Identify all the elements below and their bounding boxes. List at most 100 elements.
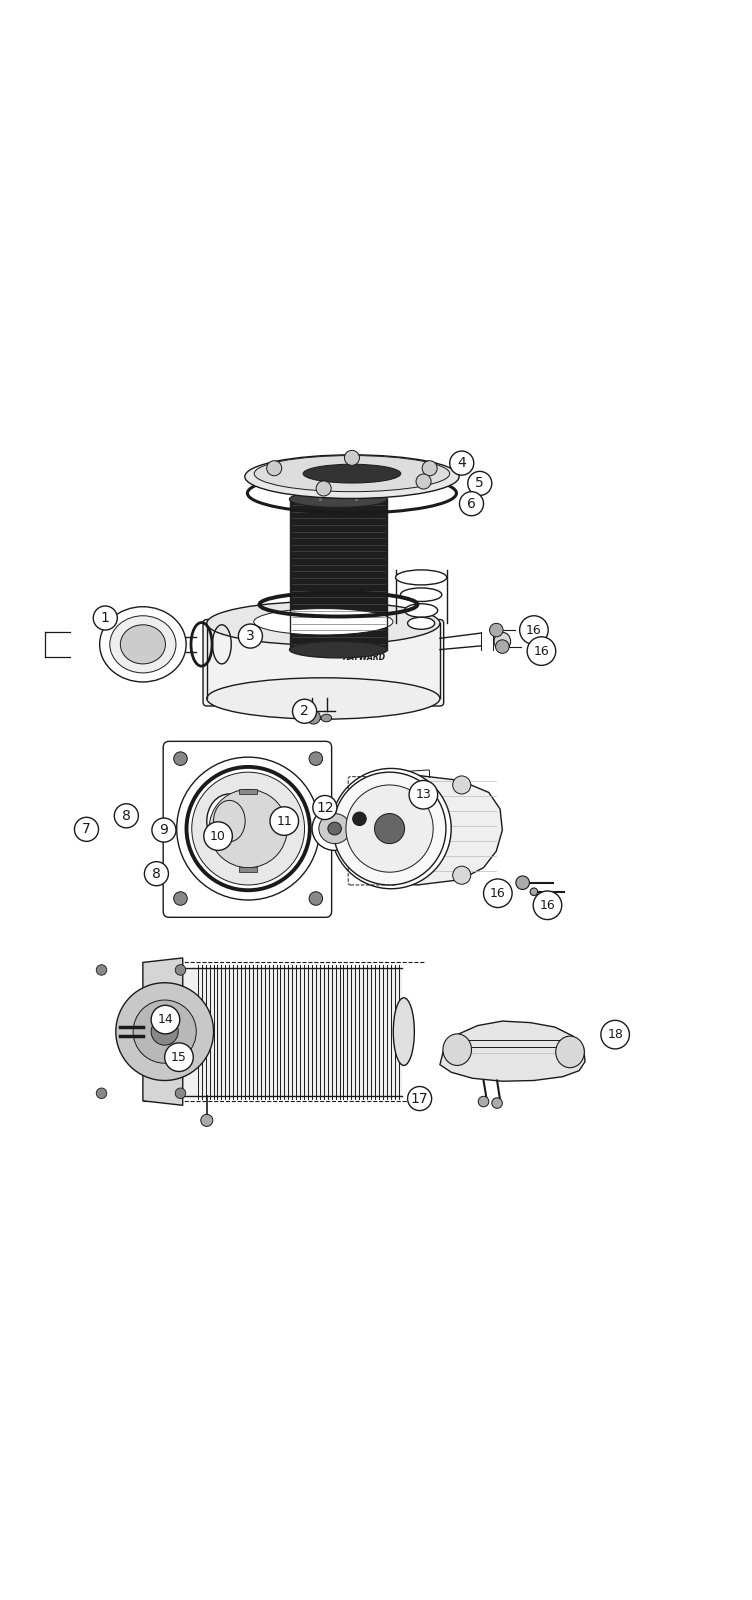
Circle shape bbox=[238, 624, 262, 648]
Ellipse shape bbox=[494, 632, 511, 650]
Ellipse shape bbox=[99, 606, 186, 682]
Text: 3: 3 bbox=[246, 629, 255, 643]
FancyBboxPatch shape bbox=[203, 619, 444, 706]
Circle shape bbox=[359, 862, 378, 880]
Circle shape bbox=[346, 786, 433, 872]
Circle shape bbox=[307, 710, 320, 725]
Circle shape bbox=[144, 862, 168, 886]
Circle shape bbox=[270, 806, 299, 835]
Polygon shape bbox=[143, 958, 183, 1106]
Circle shape bbox=[209, 789, 287, 867]
Ellipse shape bbox=[405, 603, 438, 618]
Circle shape bbox=[331, 768, 451, 888]
Text: 16: 16 bbox=[490, 886, 505, 899]
Text: 2: 2 bbox=[300, 704, 309, 718]
Text: HAYWARD: HAYWARD bbox=[343, 653, 387, 662]
Circle shape bbox=[192, 773, 305, 885]
Circle shape bbox=[374, 813, 405, 843]
Bar bbox=[239, 789, 257, 794]
Circle shape bbox=[468, 472, 492, 496]
Circle shape bbox=[74, 818, 99, 842]
Circle shape bbox=[309, 891, 323, 906]
Text: 12: 12 bbox=[316, 800, 334, 814]
Circle shape bbox=[520, 616, 548, 645]
Circle shape bbox=[309, 752, 323, 765]
Circle shape bbox=[478, 1096, 489, 1107]
Circle shape bbox=[316, 482, 331, 496]
Ellipse shape bbox=[290, 642, 387, 658]
Circle shape bbox=[492, 1098, 502, 1109]
Ellipse shape bbox=[214, 800, 245, 842]
Text: 16: 16 bbox=[526, 624, 541, 637]
Text: 7: 7 bbox=[82, 822, 91, 837]
Ellipse shape bbox=[556, 1037, 584, 1067]
Text: 18: 18 bbox=[607, 1029, 623, 1042]
Circle shape bbox=[344, 450, 359, 466]
Circle shape bbox=[453, 866, 471, 885]
Text: 4: 4 bbox=[457, 456, 466, 470]
Text: 9: 9 bbox=[159, 822, 168, 837]
Ellipse shape bbox=[207, 678, 440, 718]
Circle shape bbox=[174, 891, 187, 906]
Circle shape bbox=[114, 803, 138, 827]
Text: 10: 10 bbox=[210, 829, 226, 843]
Ellipse shape bbox=[290, 491, 387, 507]
Circle shape bbox=[293, 699, 317, 723]
Circle shape bbox=[409, 781, 438, 810]
Ellipse shape bbox=[401, 587, 442, 602]
Text: 13: 13 bbox=[416, 789, 431, 802]
Ellipse shape bbox=[328, 822, 341, 835]
Circle shape bbox=[359, 779, 378, 797]
Circle shape bbox=[408, 1086, 432, 1110]
Text: 6: 6 bbox=[467, 496, 476, 510]
Circle shape bbox=[353, 813, 366, 826]
Circle shape bbox=[177, 757, 320, 901]
FancyBboxPatch shape bbox=[163, 741, 332, 917]
Ellipse shape bbox=[443, 1034, 472, 1066]
Circle shape bbox=[267, 461, 282, 475]
Circle shape bbox=[516, 875, 529, 890]
Ellipse shape bbox=[254, 456, 450, 491]
Circle shape bbox=[175, 965, 186, 976]
Bar bbox=[290, 499, 387, 650]
Ellipse shape bbox=[393, 998, 414, 1066]
Ellipse shape bbox=[530, 888, 538, 896]
Circle shape bbox=[175, 1088, 186, 1099]
Circle shape bbox=[601, 1021, 629, 1050]
Circle shape bbox=[368, 806, 414, 851]
Circle shape bbox=[96, 965, 107, 976]
Ellipse shape bbox=[396, 570, 447, 586]
Ellipse shape bbox=[253, 608, 393, 635]
Circle shape bbox=[459, 491, 484, 515]
Ellipse shape bbox=[408, 618, 435, 629]
Circle shape bbox=[484, 878, 512, 907]
Circle shape bbox=[201, 1114, 213, 1126]
Text: 14: 14 bbox=[158, 1013, 173, 1026]
Circle shape bbox=[165, 1043, 193, 1072]
Ellipse shape bbox=[207, 794, 252, 848]
Ellipse shape bbox=[120, 624, 165, 664]
Circle shape bbox=[133, 1000, 196, 1064]
Text: 16: 16 bbox=[540, 899, 555, 912]
Text: 8: 8 bbox=[152, 867, 161, 880]
Circle shape bbox=[96, 1088, 107, 1099]
Circle shape bbox=[151, 1005, 180, 1034]
Circle shape bbox=[453, 776, 471, 794]
Text: 8: 8 bbox=[122, 808, 131, 822]
Circle shape bbox=[204, 822, 232, 850]
Circle shape bbox=[496, 640, 509, 653]
Ellipse shape bbox=[207, 602, 440, 645]
Circle shape bbox=[151, 1018, 178, 1045]
Text: 1: 1 bbox=[101, 611, 110, 626]
Polygon shape bbox=[350, 774, 502, 885]
Text: 16: 16 bbox=[534, 645, 549, 658]
Circle shape bbox=[416, 474, 431, 490]
Circle shape bbox=[116, 982, 214, 1080]
Circle shape bbox=[450, 451, 474, 475]
Ellipse shape bbox=[245, 454, 459, 499]
Circle shape bbox=[533, 891, 562, 920]
Circle shape bbox=[422, 461, 437, 475]
Circle shape bbox=[152, 818, 176, 842]
Polygon shape bbox=[440, 1021, 585, 1082]
Circle shape bbox=[93, 606, 117, 630]
